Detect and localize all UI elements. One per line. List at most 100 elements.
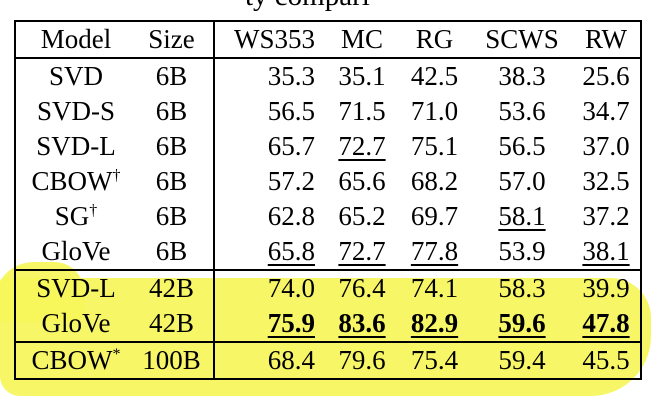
rw-cell: 38.1: [572, 234, 642, 270]
mc-cell: 71.5: [338, 96, 386, 126]
mc-cell: 79.6: [327, 341, 397, 379]
scws-cell: 53.9: [498, 236, 546, 266]
underlined-value: 72.7: [338, 236, 386, 266]
rw-cell: 34.7: [572, 94, 642, 129]
model-cell: CBOW*: [14, 341, 136, 379]
header-scws: SCWS: [472, 21, 572, 59]
mc-cell: 83.6: [327, 306, 397, 342]
model-cell: GloVe: [14, 234, 136, 270]
underlined-value: 38.1: [582, 236, 630, 266]
rw-cell: 32.5: [572, 164, 642, 199]
scws-cell: 56.5: [498, 131, 546, 161]
scws-cell: 59.4: [472, 341, 572, 379]
ws353-cell: 65.8: [214, 234, 327, 270]
footnote-mark: †: [112, 167, 121, 184]
size-cell: 6B: [136, 58, 215, 94]
header-ws353: WS353: [214, 21, 327, 59]
header-rw: RW: [572, 21, 642, 59]
scws-cell: 57.0: [498, 166, 546, 196]
size-cell: 6B: [136, 199, 215, 234]
rg-cell: 68.2: [410, 166, 459, 196]
model-cell: SVD-S: [14, 94, 136, 129]
footnote-mark: †: [89, 202, 98, 219]
table-row: SVD 6B 35.3 35.1 42.5 38.3 25.6: [14, 58, 642, 94]
rg-cell: 74.1: [397, 269, 472, 306]
ws353-cell: 62.8: [267, 201, 315, 231]
ws353-cell: 57.2: [267, 166, 315, 196]
model-cell: CBOW†: [14, 164, 136, 199]
table-row: CBOW† 6B 57.2 65.6 68.2 57.0 32.5: [14, 164, 642, 199]
caption-fragment: ty compari: [245, 0, 370, 11]
size-cell: 6B: [136, 94, 215, 129]
rw-cell: 37.2: [572, 199, 642, 234]
footnote-mark: *: [112, 346, 121, 363]
model-name: GloVe: [41, 308, 111, 338]
size-cell: 42B: [136, 306, 215, 342]
size-cell: 100B: [136, 341, 215, 379]
model-cell: SVD-L: [14, 129, 136, 164]
mc-cell: 72.7: [327, 234, 397, 270]
model-name: SVD-S: [36, 96, 116, 126]
header-size: Size: [136, 21, 215, 59]
best-value: 75.9: [267, 308, 315, 338]
rw-cell: 39.9: [572, 269, 642, 306]
model-name: CBOW: [31, 345, 113, 375]
table-row: SVD-S 6B 56.5 71.5 71.0 53.6 34.7: [14, 94, 642, 129]
rw-cell: 25.6: [572, 58, 642, 94]
header-model: Model: [14, 21, 136, 59]
model-name: CBOW: [31, 166, 113, 196]
ws353-cell: 74.0: [214, 269, 327, 306]
model-name: SVD-L: [36, 131, 116, 161]
scws-cell: 58.3: [472, 269, 572, 306]
header-rg: RG: [397, 21, 472, 59]
model-name: SVD: [48, 61, 103, 91]
rw-cell: 45.5: [572, 341, 642, 379]
best-value: 82.9: [410, 308, 459, 338]
size-cell: 6B: [136, 129, 215, 164]
size-cell: 6B: [136, 234, 215, 270]
table-header-row: Model Size WS353 MC RG SCWS RW: [14, 21, 642, 59]
size-cell: 6B: [136, 164, 215, 199]
rg-cell: 69.7: [410, 201, 459, 231]
scws-cell: 58.1: [472, 199, 572, 234]
best-value: 59.6: [498, 308, 546, 338]
ws353-cell: 35.3: [267, 61, 315, 91]
table-row: GloVe 6B 65.8 72.7 77.8 53.9 38.1: [14, 234, 642, 270]
table-row: GloVe 42B 75.9 83.6 82.9 59.6 47.8: [14, 306, 642, 342]
model-cell: SVD: [14, 58, 136, 94]
rg-cell: 77.8: [397, 234, 472, 270]
table-row: SG† 6B 62.8 65.2 69.7 58.1 37.2: [14, 199, 642, 234]
table-row: CBOW* 100B 68.4 79.6 75.4 59.4 45.5: [14, 341, 642, 379]
model-name: SVD-L: [36, 273, 116, 303]
scws-cell: 59.6: [472, 306, 572, 342]
rw-cell: 47.8: [572, 306, 642, 342]
underlined-value: 77.8: [410, 236, 459, 266]
rg-cell: 71.0: [410, 96, 459, 126]
scws-cell: 53.6: [498, 96, 546, 126]
underlined-value: 58.1: [498, 201, 546, 231]
rw-cell: 37.0: [572, 129, 642, 164]
similarity-results-table: Model Size WS353 MC RG SCWS RW SVD 6B 35…: [14, 20, 642, 380]
ws353-cell: 56.5: [267, 96, 315, 126]
rg-cell: 75.1: [410, 131, 459, 161]
model-name: SG: [54, 201, 90, 231]
mc-cell: 65.2: [338, 201, 386, 231]
underlined-value: 65.8: [267, 236, 315, 266]
header-mc: MC: [327, 21, 397, 59]
table-row: SVD-L 6B 65.7 72.7 75.1 56.5 37.0: [14, 129, 642, 164]
underlined-value: 72.7: [338, 131, 386, 161]
size-cell: 42B: [136, 269, 215, 306]
mc-cell: 35.1: [338, 61, 386, 91]
ws353-cell: 75.9: [214, 306, 327, 342]
best-value: 47.8: [582, 308, 630, 338]
scws-cell: 38.3: [498, 61, 546, 91]
best-value: 83.6: [338, 308, 386, 338]
rg-cell: 42.5: [410, 61, 459, 91]
model-name: GloVe: [41, 236, 111, 266]
mc-cell: 65.6: [338, 166, 386, 196]
rg-cell: 75.4: [397, 341, 472, 379]
mc-cell: 76.4: [327, 269, 397, 306]
rg-cell: 82.9: [397, 306, 472, 342]
model-cell: SVD-L: [14, 269, 136, 306]
ws353-cell: 65.7: [267, 131, 315, 161]
